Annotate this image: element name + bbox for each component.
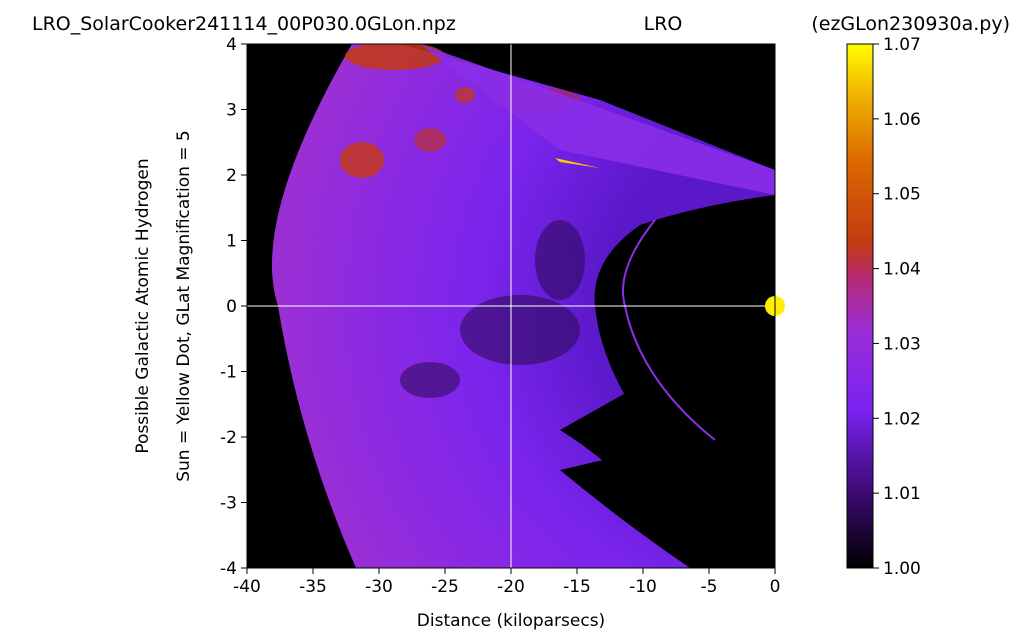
x-tick-label: -10	[629, 577, 657, 597]
orange-patch	[455, 87, 475, 103]
x-tick-label: -30	[365, 577, 393, 597]
orange-patch	[345, 44, 445, 70]
y-axis: 4 3 2 1 0 -1 -2 -3 -4	[220, 35, 247, 579]
y-tick-label: 4	[226, 35, 237, 55]
plot-area	[246, 43, 785, 569]
colorbar-tick-label: 1.00	[883, 559, 921, 579]
dark-streaks	[400, 220, 585, 398]
header-center: LRO	[644, 13, 683, 35]
y-tick-label: 3	[226, 101, 237, 121]
y-tick-label: 2	[226, 166, 237, 186]
y-tick-label: 0	[226, 297, 237, 317]
x-tick-label: -25	[431, 577, 459, 597]
colorbar-tick-label: 1.05	[883, 185, 921, 205]
orange-patch	[414, 128, 446, 152]
colorbar-gradient	[846, 43, 874, 569]
header-right: (ezGLon230930a.py)	[811, 13, 1010, 35]
y-tick-label: -4	[220, 559, 237, 579]
x-tick-label: -15	[563, 577, 591, 597]
upper-streak	[420, 44, 775, 195]
x-axis: -40 -35 -30 -25 -20 -15 -10 -5 0	[233, 568, 780, 597]
y-axis-label-line1: Possible Galactic Atomic Hydrogen	[133, 158, 153, 453]
colorbar-tick-label: 1.02	[883, 409, 921, 429]
colorbar-tick-label: 1.06	[883, 110, 921, 130]
x-axis-label: Distance (kiloparsecs)	[417, 611, 605, 631]
x-tick-label: -5	[701, 577, 718, 597]
y-tick-label: 1	[226, 232, 237, 252]
y-axis-label-line2: Sun = Yellow Dot, GLat Magnification = 5	[174, 130, 194, 482]
colorbar: 1.07 1.06 1.05 1.04 1.03 1.02 1.01 1.00	[846, 35, 921, 579]
colorbar-tick-label: 1.04	[883, 260, 921, 280]
y-tick-label: -3	[220, 494, 237, 514]
fan-dark-lower	[560, 420, 775, 568]
header-left: LRO_SolarCooker241114_00P030.0GLon.npz	[32, 13, 456, 35]
yellow-streak	[555, 158, 600, 168]
x-tick-label: -40	[233, 577, 261, 597]
colorbar-tick-label: 1.03	[883, 334, 921, 354]
interior-arc	[622, 219, 716, 441]
y-tick-label: -2	[220, 428, 237, 448]
x-tick-label: -35	[299, 577, 327, 597]
y-tick-label: -1	[220, 363, 237, 383]
colorbar-tick-label: 1.01	[883, 484, 921, 504]
colorbar-tick-label: 1.07	[883, 35, 921, 55]
x-tick-label: 0	[770, 577, 781, 597]
orange-patch	[340, 142, 384, 178]
x-tick-label: -20	[497, 577, 525, 597]
colorbar-ticks: 1.07 1.06 1.05 1.04 1.03 1.02 1.01 1.00	[873, 35, 921, 579]
